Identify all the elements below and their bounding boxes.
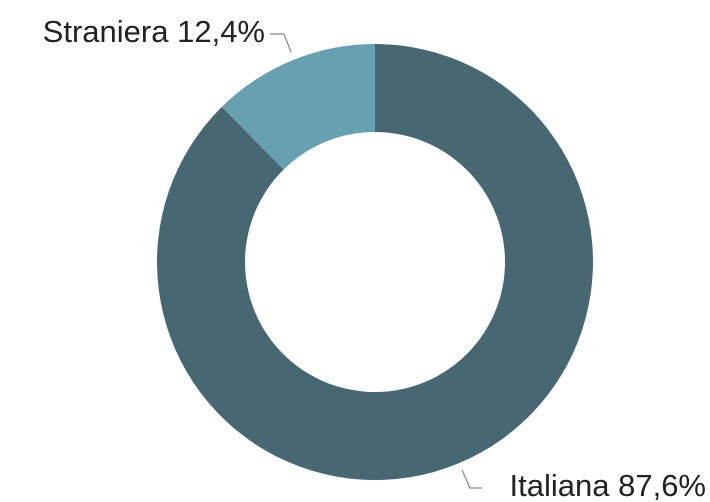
leader-line [270,33,292,53]
category-name: Italiana [510,468,611,502]
leader-line [461,469,482,489]
slice-label: Italiana 87,6% [510,468,707,502]
value-label: 12,4% [177,14,265,49]
donut-slice [157,44,593,480]
value-label: 87,6% [618,468,706,502]
slice-label: Straniera 12,4% [43,14,265,49]
donut-slice [221,44,375,170]
category-name: Straniera [43,14,170,49]
